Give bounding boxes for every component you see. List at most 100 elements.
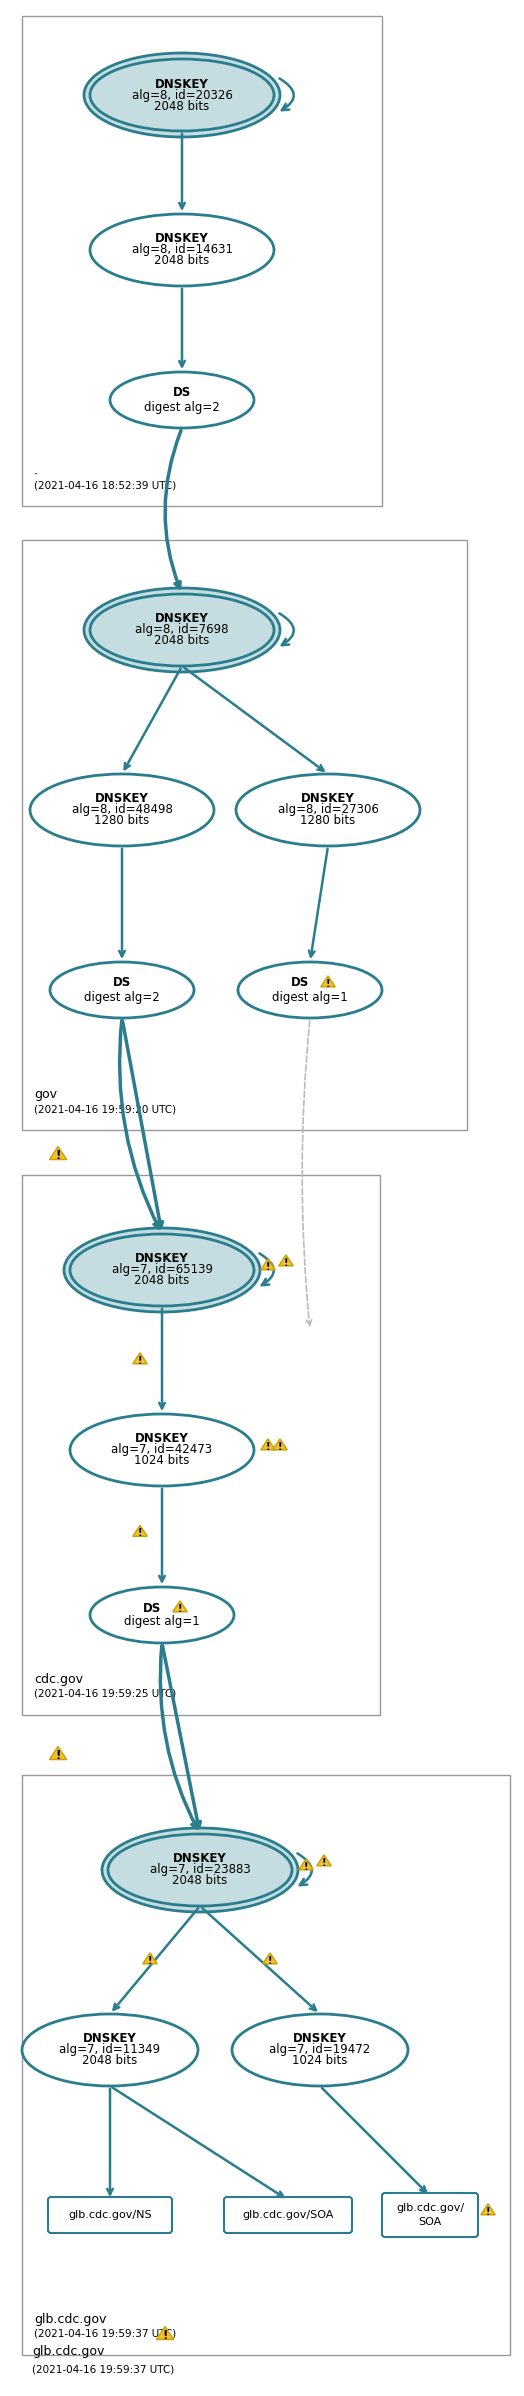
Text: glb.cdc.gov/SOA: glb.cdc.gov/SOA [242, 2209, 334, 2221]
Text: (2021-04-16 19:59:37 UTC): (2021-04-16 19:59:37 UTC) [32, 2365, 174, 2374]
Polygon shape [173, 1601, 187, 1613]
Text: (2021-04-16 19:59:25 UTC): (2021-04-16 19:59:25 UTC) [34, 1689, 176, 1699]
Text: !: ! [268, 1955, 272, 1965]
Text: 1024 bits: 1024 bits [292, 2053, 348, 2068]
Text: !: ! [278, 1442, 282, 1452]
Text: DNSKEY: DNSKEY [95, 793, 149, 805]
Ellipse shape [64, 1229, 260, 1313]
Polygon shape [133, 1354, 147, 1363]
Text: !: ! [56, 1749, 61, 1761]
Polygon shape [272, 1440, 287, 1450]
Ellipse shape [102, 1828, 298, 1912]
Text: !: ! [322, 1857, 326, 1866]
Ellipse shape [232, 2015, 408, 2087]
Text: 2048 bits: 2048 bits [134, 1275, 190, 1287]
FancyBboxPatch shape [382, 2192, 478, 2238]
Text: digest alg=2: digest alg=2 [144, 400, 220, 415]
Text: DS: DS [291, 978, 309, 990]
Polygon shape [279, 1256, 293, 1265]
FancyBboxPatch shape [48, 2197, 172, 2233]
Polygon shape [157, 2327, 173, 2338]
Text: digest alg=1: digest alg=1 [124, 1615, 200, 1629]
Text: 2048 bits: 2048 bits [172, 1874, 227, 1888]
Text: DNSKEY: DNSKEY [301, 793, 355, 805]
Text: !: ! [486, 2207, 490, 2216]
Ellipse shape [110, 371, 254, 429]
Text: 2048 bits: 2048 bits [155, 101, 210, 113]
Ellipse shape [90, 213, 274, 285]
Text: gov: gov [34, 1088, 57, 1102]
FancyArrowPatch shape [259, 1253, 274, 1284]
Text: alg=8, id=20326: alg=8, id=20326 [132, 89, 233, 101]
Polygon shape [261, 1440, 275, 1450]
Text: !: ! [326, 978, 330, 990]
Text: alg=8, id=7698: alg=8, id=7698 [135, 623, 229, 637]
Text: !: ! [284, 1258, 288, 1267]
Text: (2021-04-16 18:52:39 UTC): (2021-04-16 18:52:39 UTC) [34, 479, 176, 491]
Ellipse shape [90, 60, 274, 132]
Text: SOA: SOA [418, 2216, 442, 2226]
Ellipse shape [50, 963, 194, 1018]
FancyArrowPatch shape [298, 1855, 312, 1886]
Text: DNSKEY: DNSKEY [135, 1433, 189, 1445]
Text: alg=8, id=48498: alg=8, id=48498 [72, 803, 172, 817]
Polygon shape [316, 1855, 331, 1866]
Text: DNSKEY: DNSKEY [155, 613, 209, 625]
Text: !: ! [138, 1529, 142, 1538]
Ellipse shape [22, 2015, 198, 2087]
Bar [22, 539, 467, 1131]
Text: 2048 bits: 2048 bits [155, 254, 210, 268]
Text: glb.cdc.gov/: glb.cdc.gov/ [396, 2202, 464, 2214]
Ellipse shape [238, 963, 382, 1018]
Text: DNSKEY: DNSKEY [155, 232, 209, 244]
Text: DS: DS [143, 1601, 161, 1615]
Polygon shape [49, 1148, 67, 1160]
Text: !: ! [266, 1263, 270, 1272]
Text: alg=7, id=65139: alg=7, id=65139 [112, 1263, 213, 1277]
Ellipse shape [90, 594, 274, 666]
Ellipse shape [108, 1833, 292, 1905]
Text: alg=8, id=27306: alg=8, id=27306 [278, 803, 378, 817]
Polygon shape [133, 1526, 147, 1536]
Ellipse shape [90, 1586, 234, 1644]
Polygon shape [263, 1953, 277, 1965]
Text: DS: DS [173, 386, 191, 400]
Bar [22, 1174, 380, 1716]
Text: !: ! [162, 2329, 168, 2343]
Text: alg=7, id=23883: alg=7, id=23883 [150, 1864, 250, 1876]
Text: !: ! [178, 1603, 182, 1613]
Text: DNSKEY: DNSKEY [173, 1852, 227, 1866]
Text: alg=7, id=42473: alg=7, id=42473 [112, 1442, 213, 1457]
Polygon shape [143, 1953, 157, 1965]
Polygon shape [481, 2204, 495, 2214]
Text: DNSKEY: DNSKEY [155, 77, 209, 91]
Text: 1024 bits: 1024 bits [134, 1454, 190, 1466]
Text: .: . [34, 465, 38, 477]
Text: !: ! [266, 1442, 270, 1452]
Text: (2021-04-16 19:59:37 UTC): (2021-04-16 19:59:37 UTC) [34, 2329, 176, 2338]
Ellipse shape [84, 587, 280, 671]
Bar [22, 17, 382, 506]
Text: glb.cdc.gov/NS: glb.cdc.gov/NS [68, 2209, 152, 2221]
Text: alg=7, id=11349: alg=7, id=11349 [59, 2044, 160, 2056]
Text: glb.cdc.gov: glb.cdc.gov [32, 2346, 104, 2358]
Bar [22, 1775, 510, 2355]
Text: !: ! [148, 1955, 152, 1965]
Text: alg=8, id=14631: alg=8, id=14631 [132, 244, 233, 256]
Text: 2048 bits: 2048 bits [155, 635, 210, 647]
FancyBboxPatch shape [224, 2197, 352, 2233]
Text: (2021-04-16 19:59:20 UTC): (2021-04-16 19:59:20 UTC) [34, 1105, 176, 1114]
Text: 1280 bits: 1280 bits [94, 815, 150, 827]
Text: DNSKEY: DNSKEY [293, 2032, 347, 2046]
Text: digest alg=2: digest alg=2 [84, 990, 160, 1004]
Ellipse shape [236, 774, 420, 846]
Text: 1280 bits: 1280 bits [300, 815, 356, 827]
Text: DNSKEY: DNSKEY [135, 1253, 189, 1265]
Text: DS: DS [113, 978, 131, 990]
Text: DNSKEY: DNSKEY [83, 2032, 137, 2046]
Text: cdc.gov: cdc.gov [34, 1672, 83, 1687]
Text: !: ! [56, 1150, 61, 1162]
FancyArrowPatch shape [279, 613, 294, 645]
Polygon shape [261, 1258, 275, 1270]
Polygon shape [49, 1747, 67, 1759]
